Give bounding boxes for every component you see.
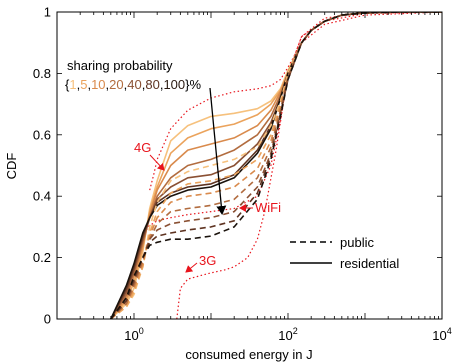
x-axis-ticks: 100 102 104: [56, 12, 452, 343]
reference-curves: [136, 12, 442, 319]
ref-label-4g: 4G: [134, 140, 151, 155]
x-tick-label: 100: [124, 326, 143, 343]
x-tick-label: 102: [278, 326, 297, 343]
sharing-brace-open: {: [65, 77, 70, 92]
plot-background: [57, 12, 442, 319]
sharing-separator: ,: [87, 77, 91, 92]
sharing-value-20: 20: [109, 77, 123, 92]
sharing-value-1: 1: [69, 77, 76, 92]
legend: public residential: [290, 235, 399, 271]
sharing-value-40: 40: [127, 77, 141, 92]
plot-frame: [56, 11, 443, 320]
y-tick-label: 1: [44, 5, 51, 20]
y-axis-label: CDF: [4, 153, 19, 180]
y-tick-label: 0.6: [33, 127, 51, 142]
legend-public-label: public: [340, 235, 374, 250]
ref-arrow-3g: [185, 262, 198, 273]
sharing-separator: ,: [106, 77, 110, 92]
sharing-separator: ,: [77, 77, 81, 92]
y-tick-label: 0.8: [33, 66, 51, 81]
ref-label-wifi: WiFi: [255, 200, 281, 215]
ref-label-3g: 3G: [199, 253, 216, 268]
sharing-value-80: 80: [145, 77, 159, 92]
ref-arrow-4g: [149, 154, 165, 171]
y-tick-label: 0: [44, 312, 51, 327]
x-axis-label: consumed energy in J: [185, 347, 312, 362]
sharing-separator: ,: [142, 77, 146, 92]
sharing-separator: ,: [124, 77, 128, 92]
sharing-value-10: 10: [91, 77, 105, 92]
series-public-100: [110, 12, 442, 319]
y-axis-ticks: 0 0.2 0.4 0.6 0.8 1: [33, 5, 442, 327]
sharing-trend-arrow: [209, 87, 227, 215]
reference-curve-wifi: [136, 12, 442, 274]
y-tick-label: 0.4: [33, 189, 51, 204]
x-tick-label: 104: [432, 326, 451, 343]
y-tick-label: 0.2: [33, 250, 51, 265]
data-series: [110, 12, 442, 319]
sharing-values: {1,5,10,20,40,80,100}%: [65, 77, 201, 92]
sharing-title: sharing probability: [67, 58, 173, 73]
legend-residential-label: residential: [340, 256, 399, 271]
sharing-value-5: 5: [80, 77, 87, 92]
sharing-value-100: 100: [163, 77, 185, 92]
sharing-separator: ,: [160, 77, 164, 92]
sharing-brace-close: }%: [185, 77, 201, 92]
reference-curve-3g: [176, 12, 442, 319]
